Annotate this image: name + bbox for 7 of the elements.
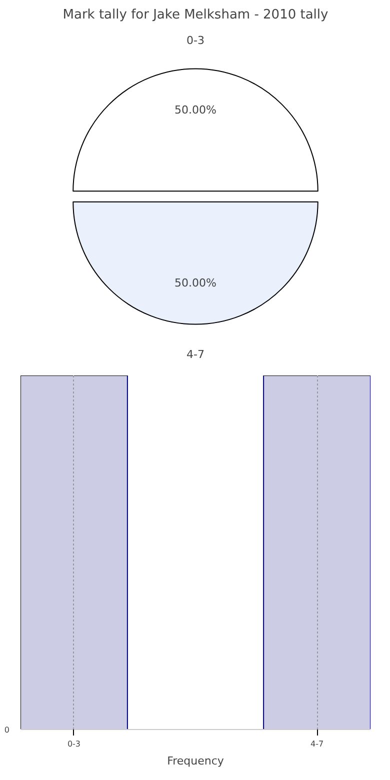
slice-label: 4-7 <box>186 348 204 361</box>
slice-label: 0-3 <box>186 34 204 48</box>
data-label: 50.00% <box>174 276 216 290</box>
text: 0 <box>4 726 10 734</box>
x-axis-title: Frequency <box>167 754 224 768</box>
data-label: 50.00% <box>174 103 216 116</box>
chart-title: Mark tally for Jake Melksham - 2010 tally <box>62 8 329 22</box>
